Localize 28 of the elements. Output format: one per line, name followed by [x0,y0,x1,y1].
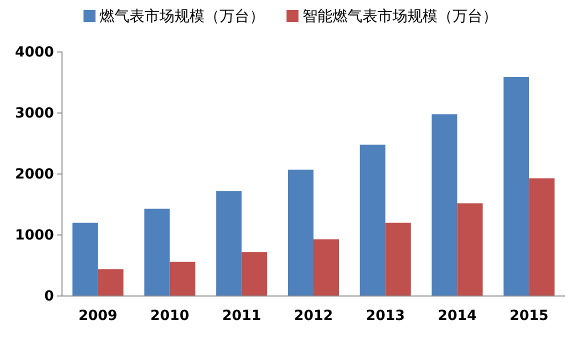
y-tick-label: 0 [44,288,54,304]
y-tick-label: 4000 [15,44,54,60]
bar [360,144,386,296]
bar [170,262,196,296]
bar [529,178,555,296]
x-tick-label: 2011 [222,308,262,324]
bar [504,77,530,296]
bar [242,252,268,296]
x-tick-label: 2009 [78,308,118,324]
bar [385,222,411,296]
bar [72,222,98,296]
y-tick-label: 2000 [15,166,54,182]
x-tick-label: 2014 [438,308,477,324]
bar [144,208,170,296]
bar [216,191,242,296]
legend-label: 燃气表市场规模（万台） [100,7,264,25]
y-tick-label: 3000 [15,105,54,122]
x-tick-label: 2010 [150,308,190,324]
bar [98,269,124,296]
bar [432,114,458,296]
y-tick-label: 1000 [15,227,54,244]
x-tick-label: 2015 [510,308,549,324]
bar [288,170,314,296]
legend-label: 智能燃气表市场规模（万台） [302,7,498,25]
bar [314,239,340,296]
bar [457,203,483,296]
x-tick-label: 2013 [366,308,405,324]
x-tick-label: 2012 [294,308,333,324]
